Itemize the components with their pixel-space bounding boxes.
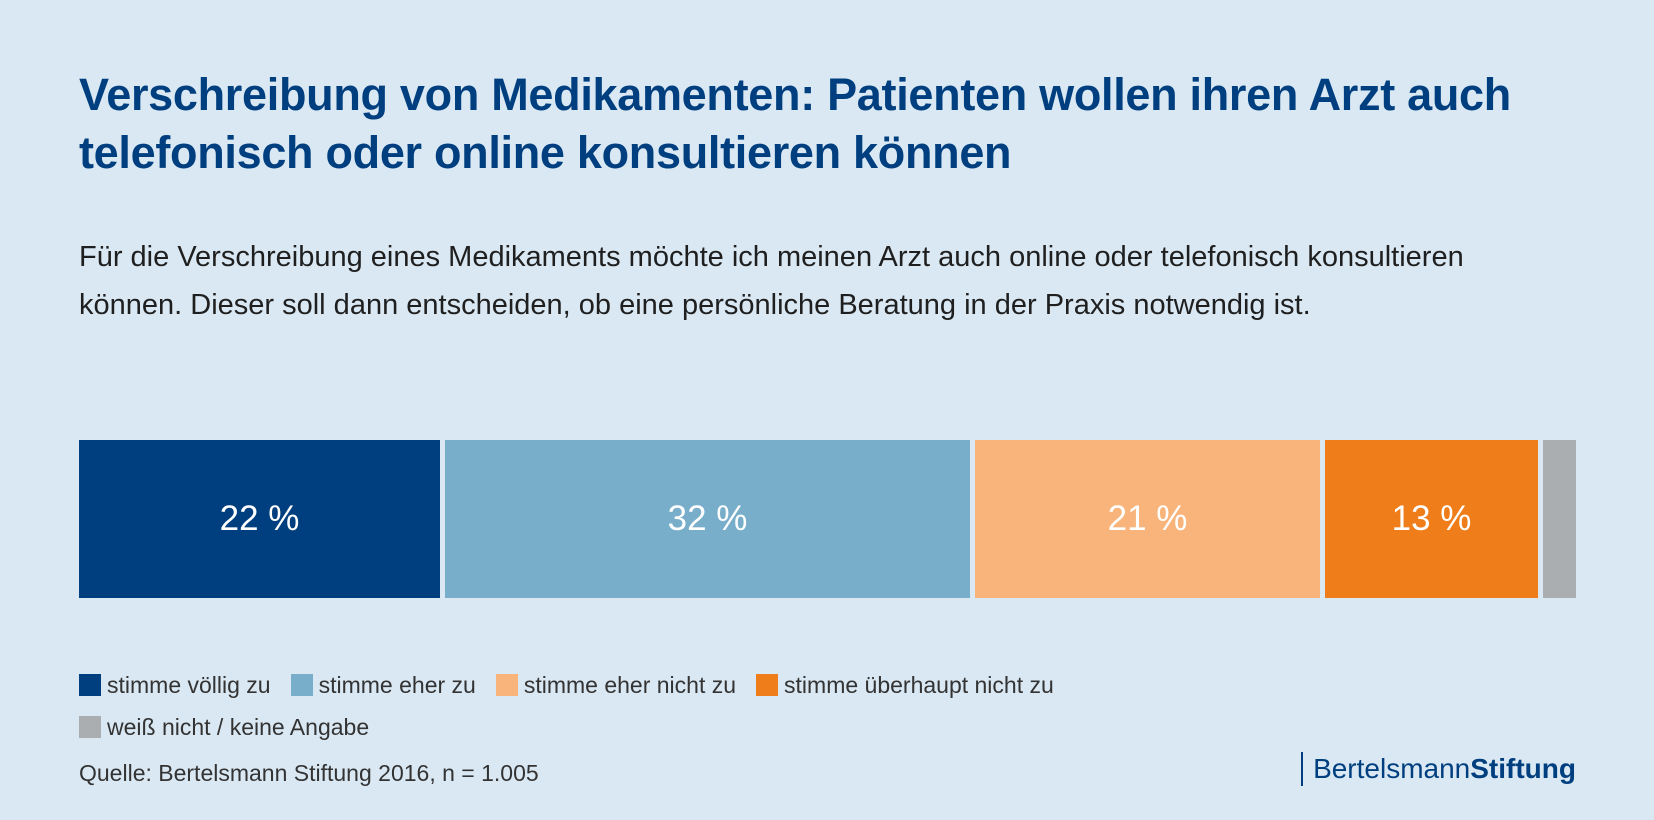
- bar-segment-5: [1543, 440, 1576, 598]
- chart-subtitle: Für die Verschreibung eines Medikaments …: [79, 241, 1464, 321]
- bar-segment-label-4: 13 %: [1391, 499, 1472, 538]
- legend-item-eher-zu: stimme eher zu: [290, 671, 476, 699]
- bar-segment-label-3: 21 %: [1107, 499, 1188, 538]
- legend-row-1: stimme völlig zu stimme eher zu stimme e…: [79, 670, 1379, 700]
- bar-segment-4: [1325, 440, 1538, 598]
- legend: stimme völlig zu stimme eher zu stimme e…: [79, 670, 1379, 742]
- legend-swatch: [290, 674, 313, 696]
- source-note: Quelle: Bertelsmann Stiftung 2016, n = 1…: [79, 760, 539, 786]
- logo-part-regular: Bertelsmann: [1313, 753, 1471, 784]
- logo-text: BertelsmannStiftung: [1313, 753, 1576, 785]
- bertelsmann-stiftung-logo: BertelsmannStiftung: [1301, 752, 1576, 786]
- legend-label: weiß nicht / keine Angabe: [107, 713, 370, 740]
- legend-label: stimme überhaupt nicht zu: [784, 671, 1054, 698]
- legend-item-eher-nicht-zu: stimme eher nicht zu: [495, 671, 737, 699]
- legend-swatch: [79, 674, 101, 696]
- legend-item-voellig: stimme völlig zu: [79, 672, 271, 699]
- bar-segment-label-2: 32 %: [667, 499, 748, 538]
- legend-item-ueberhaupt-nicht-zu: stimme überhaupt nicht zu: [756, 672, 1054, 699]
- logo-part-bold: Stiftung: [1470, 753, 1576, 784]
- legend-swatch: [79, 716, 101, 738]
- legend-label: stimme eher zu: [318, 671, 476, 698]
- bar-segment-3: [975, 440, 1320, 598]
- stacked-bar: 22 % 32 % 21 % 13 %: [79, 440, 1576, 598]
- bar-segment-label-1: 22 %: [219, 499, 300, 538]
- legend-item-keine-angabe: weiß nicht / keine Angabe: [79, 714, 369, 741]
- chart-title: Verschreibung von Medikamenten: Patiente…: [79, 69, 1511, 178]
- legend-swatch: [756, 674, 779, 696]
- bar-segment-1: [79, 440, 440, 598]
- logo-bar: [1301, 752, 1304, 786]
- legend-swatch: [495, 674, 518, 696]
- legend-label: stimme völlig zu: [107, 671, 271, 698]
- legend-label: stimme eher nicht zu: [523, 671, 737, 698]
- legend-row-2: weiß nicht / keine Angabe: [79, 712, 1379, 742]
- bar-segment-2: [445, 440, 970, 598]
